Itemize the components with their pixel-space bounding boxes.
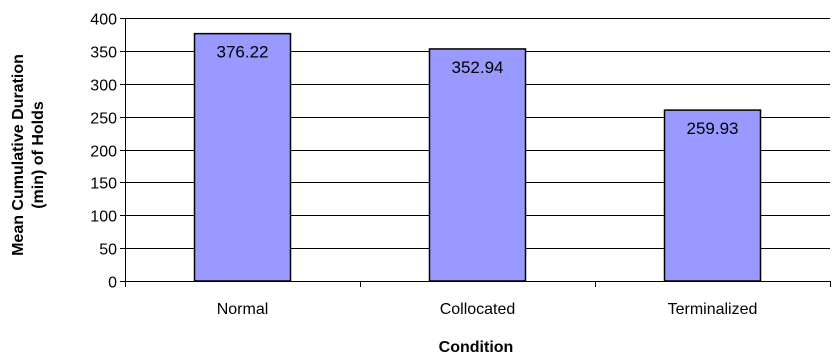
bar-collocated xyxy=(428,48,527,282)
y-tick-label-50: 50 xyxy=(99,242,117,259)
y-tick-label-400: 400 xyxy=(90,12,117,29)
y-tick-label-200: 200 xyxy=(90,144,117,161)
y-axis-title-line-1: Mean Cumulative Duration xyxy=(10,54,27,256)
x-tick-label-terminalized: Terminalized xyxy=(668,301,758,318)
x-axis-ticks: Normal Collocated Terminalized xyxy=(125,281,831,318)
y-tick-label-300: 300 xyxy=(90,78,117,95)
y-tick-label-350: 350 xyxy=(90,45,117,62)
bar-terminalized xyxy=(663,109,762,282)
y-tick-label-250: 250 xyxy=(90,111,117,128)
x-tick-label-normal: Normal xyxy=(217,301,269,318)
x-axis-title: Condition xyxy=(439,339,514,356)
y-axis-title-line-2: (min) of Holds xyxy=(30,101,47,209)
axes xyxy=(125,18,830,282)
data-label-collocated: 352.94 xyxy=(452,58,504,77)
data-label-normal: 376.22 xyxy=(217,43,269,62)
bar-normal xyxy=(193,32,292,282)
data-label-terminalized: 259.93 xyxy=(687,119,739,138)
bars xyxy=(193,32,762,282)
x-tick-label-collocated: Collocated xyxy=(440,301,516,318)
y-axis-ticks: 0 50 100 150 200 250 300 350 400 xyxy=(90,12,125,292)
y-tick-label-100: 100 xyxy=(90,209,117,226)
data-labels: 376.22 352.94 259.93 xyxy=(217,43,739,138)
y-tick-label-0: 0 xyxy=(108,275,117,292)
y-tick-label-150: 150 xyxy=(90,176,117,193)
